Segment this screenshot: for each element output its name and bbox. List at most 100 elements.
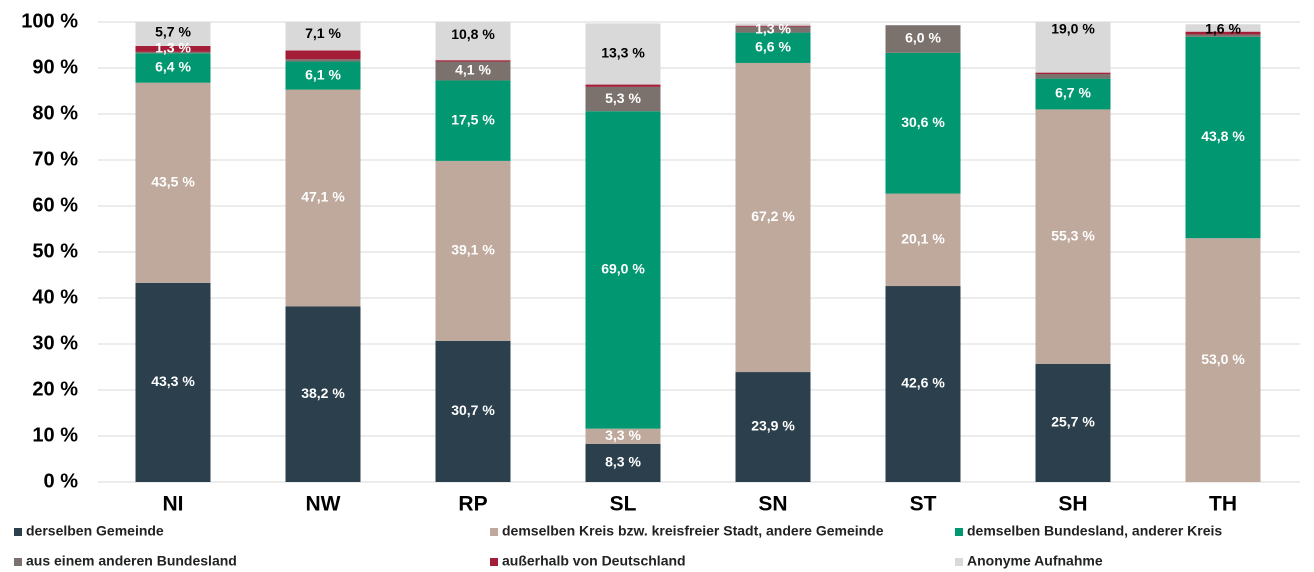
x-tick-label: NI [163, 493, 184, 516]
legend-swatch [14, 528, 22, 536]
x-tick-label: ST [910, 493, 937, 516]
bar-segment [435, 80, 511, 161]
bar-segment [435, 160, 511, 341]
value-label: 5,7 % [155, 24, 191, 40]
legend-label: derselben Gemeinde [26, 523, 164, 539]
bar-segment [1185, 24, 1261, 32]
value-label: 38,2 % [301, 385, 345, 401]
legend-label: Anonyme Aufnahme [967, 553, 1103, 569]
value-label: 6,6 % [755, 38, 791, 54]
value-label: 43,5 % [151, 173, 195, 189]
value-label: 7,1 % [305, 25, 341, 41]
bar-segment [1185, 31, 1261, 35]
value-label: 1,6 % [1205, 21, 1241, 37]
value-label: 47,1 % [301, 189, 345, 205]
value-label: 30,7 % [451, 402, 495, 418]
value-label: 6,4 % [155, 59, 191, 75]
bar-segment [585, 428, 661, 444]
y-tick-label: 90 % [32, 56, 78, 78]
bar-segment [135, 282, 211, 482]
bar-segment [585, 23, 661, 85]
labels: 0 % 10 % 20 % 30 % 40 % 50 % 60 % 70 % 80 % 90 % 1… [14, 10, 1245, 569]
value-label: 1,3 % [155, 40, 191, 56]
value-label: 69,0 % [601, 261, 645, 277]
bar-segment [585, 84, 661, 87]
value-label: 13,3 % [601, 45, 645, 61]
y-tick-label: 20 % [32, 378, 78, 400]
value-label: 4,1 % [455, 62, 491, 78]
bars [135, 22, 1261, 482]
value-label: 23,9 % [751, 418, 795, 434]
y-tick-label: 30 % [32, 332, 78, 354]
value-label: 3,3 % [605, 427, 641, 443]
bar-segment [585, 111, 661, 429]
legend-label: außerhalb von Deutschland [502, 553, 686, 569]
bar-segment [135, 51, 211, 54]
value-label: 6,1 % [305, 66, 341, 82]
bar-segment [735, 23, 811, 26]
y-tick-label: 0 % [44, 470, 79, 492]
bar-segment [1035, 363, 1111, 482]
y-tick-label: 80 % [32, 102, 78, 124]
bar-segment [1035, 22, 1111, 73]
bar-segment [285, 50, 361, 60]
legend-swatch [955, 528, 963, 536]
legend-swatch [14, 558, 22, 566]
bar-segment [1035, 78, 1111, 110]
grid [98, 21, 1300, 483]
bar-segment [735, 62, 811, 373]
value-label: 1,3 % [755, 21, 791, 37]
y-tick-label: 50 % [32, 240, 78, 262]
value-label: 6,7 % [1055, 85, 1091, 101]
bar-segment [435, 60, 511, 62]
y-tick-label: 70 % [32, 148, 78, 170]
bar-segment [1035, 109, 1111, 364]
value-label: 25,7 % [1051, 414, 1095, 430]
bar-segment [1185, 238, 1261, 482]
bar-segment [735, 26, 811, 33]
value-label: 17,5 % [451, 111, 495, 127]
legend-label: aus einem anderen Bundesland [26, 553, 237, 569]
bar-segment [285, 22, 361, 51]
x-tick-label: NW [306, 493, 341, 516]
legend-swatch [490, 558, 498, 566]
bar-segment [1035, 73, 1111, 79]
bar-segment [885, 193, 961, 287]
value-label: 5,3 % [605, 90, 641, 106]
bar-segment [735, 25, 811, 27]
value-label: 42,6 % [901, 375, 945, 391]
legend-label: demselben Kreis bzw. kreisfreier Stadt, … [502, 523, 884, 539]
value-label: 39,1 % [451, 242, 495, 258]
bar-segment [285, 59, 361, 62]
bar-segment [285, 61, 361, 90]
bar-segment [885, 25, 961, 53]
bar-segment [735, 32, 811, 63]
value-label: 19,0 % [1051, 21, 1095, 37]
bar-segment [135, 22, 211, 46]
value-label: 67,2 % [751, 208, 795, 224]
value-label: 10,8 % [451, 26, 495, 42]
bar-segment [1035, 72, 1111, 74]
value-label: 55,3 % [1051, 227, 1095, 243]
bar-segment [585, 443, 661, 482]
value-label: 53,0 % [1201, 351, 1245, 367]
y-tick-label: 40 % [32, 286, 78, 308]
x-tick-label: TH [1209, 493, 1237, 516]
y-tick-label: 60 % [32, 194, 78, 216]
legend-swatch [490, 528, 498, 536]
bar-segment [735, 372, 811, 482]
bar-segment [885, 286, 961, 482]
bar-segment [135, 53, 211, 83]
legend-label: demselben Bundesland, anderer Kreis [967, 523, 1222, 539]
legend-swatch [955, 558, 963, 566]
bar-segment [285, 89, 361, 307]
bar-segment [285, 306, 361, 482]
value-label: 43,8 % [1201, 128, 1245, 144]
x-tick-label: RP [458, 493, 487, 516]
x-tick-label: SN [758, 493, 787, 516]
bar-segment [1185, 34, 1261, 37]
bar-segment [435, 340, 511, 482]
x-tick-label: SL [610, 493, 637, 516]
y-tick-label: 10 % [32, 424, 78, 446]
